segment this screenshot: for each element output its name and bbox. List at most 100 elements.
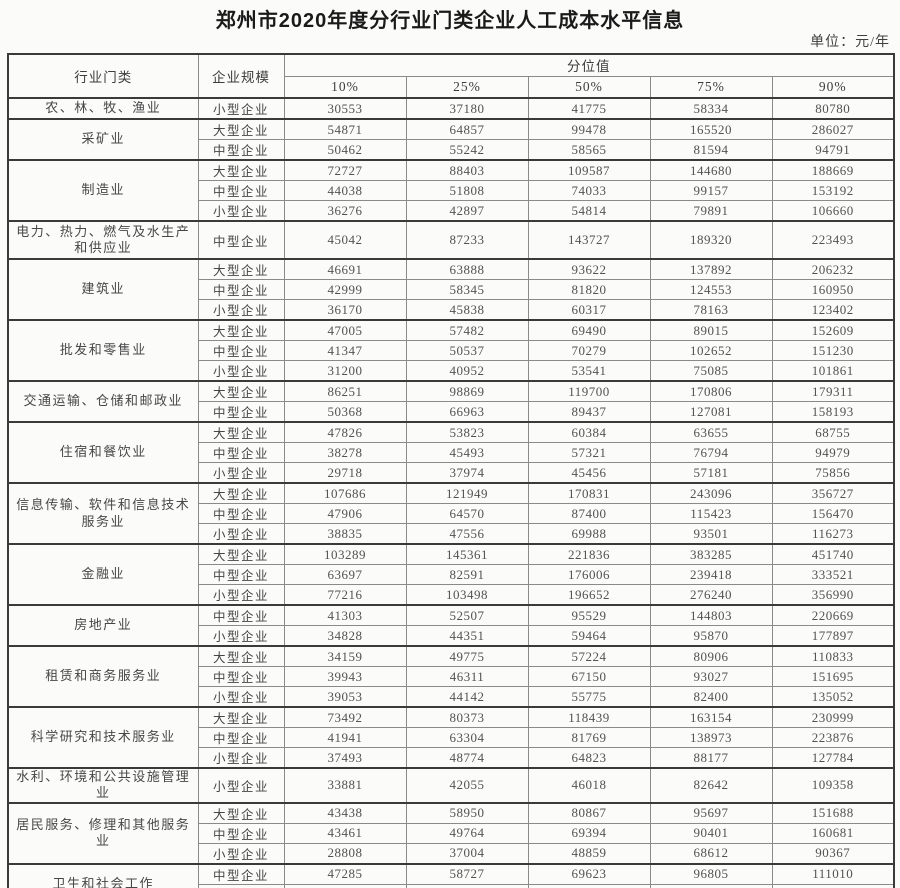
scale-cell: 大型企业 xyxy=(197,482,285,504)
value-cell: 67150 xyxy=(527,666,651,687)
table-row: 房地产业 中型企业 41303 52507 95529 144803 220669 xyxy=(7,604,895,647)
value-cell: 170806 xyxy=(649,380,773,402)
value-cell: 137892 xyxy=(649,258,773,280)
table-row: 制造业 大型企业 72727 88403 109587 144680 188669 xyxy=(7,159,895,222)
value-cell: 160681 xyxy=(771,822,895,844)
industry-cell: 住宿和餐饮业 xyxy=(7,421,199,484)
table-row: 中型企业 39943 46311 67150 93027 151695 xyxy=(8,666,895,687)
table-row: 中型企业 41941 63304 81769 138973 223876 xyxy=(8,727,895,748)
value-cell: 60384 xyxy=(527,421,651,443)
value-cell: 46311 xyxy=(405,666,529,687)
scale-cell: 中型企业 xyxy=(197,862,285,885)
industry-cell: 农、林、牧、渔业 xyxy=(7,97,199,120)
unit-label: 单位：元/年 xyxy=(810,35,890,50)
value-cell: 99157 xyxy=(649,180,773,201)
scale-cell: 大型企业 xyxy=(197,706,285,728)
value-cell: 37974 xyxy=(405,462,529,484)
scale-cell: 大型企业 xyxy=(197,801,285,824)
table-row: 小型企业 29718 37974 45456 57181 75856 xyxy=(8,462,895,484)
value-cell: 89437 xyxy=(527,401,651,423)
value-cell: 63304 xyxy=(405,727,529,748)
value-cell: 58334 xyxy=(649,97,773,120)
value-cell: 50368 xyxy=(283,401,407,423)
value-cell: 102652 xyxy=(649,340,773,361)
value-cell: 145361 xyxy=(405,543,529,565)
value-cell: 179311 xyxy=(771,380,895,402)
value-cell: 47285 xyxy=(283,862,407,885)
value-cell: 63888 xyxy=(405,258,529,280)
value-cell: 42055 xyxy=(405,767,529,803)
value-cell: 31200 xyxy=(283,360,407,382)
value-cell: 60317 xyxy=(527,299,651,321)
value-cell: 49775 xyxy=(405,645,529,667)
value-cell: 74033 xyxy=(527,180,651,201)
scale-cell: 小型企业 xyxy=(197,747,285,769)
value-cell: 239418 xyxy=(649,564,773,585)
value-cell: 144803 xyxy=(649,604,773,626)
table-row: 中型企业 50368 66963 89437 127081 158193 xyxy=(8,401,895,423)
value-cell: 82642 xyxy=(649,767,773,803)
table-row: 中型企业 44038 51808 74033 99157 153192 xyxy=(8,180,895,201)
industry-cell: 房地产业 xyxy=(7,604,199,647)
value-cell: 55242 xyxy=(405,139,529,161)
value-cell: 189320 xyxy=(649,220,773,260)
value-cell: 45838 xyxy=(405,299,529,321)
value-cell: 93027 xyxy=(649,666,773,687)
value-cell: 103289 xyxy=(283,543,407,565)
value-cell: 54814 xyxy=(527,200,651,222)
scale-cell: 中型企业 xyxy=(197,401,285,423)
value-cell: 58345 xyxy=(405,279,529,300)
table-header: 行业门类 企业规模 分位值 10% 25% 50% 75% 90% xyxy=(7,53,895,99)
scale-cell: 大型企业 xyxy=(197,380,285,402)
table-row: 租赁和商务服务业 大型企业 34159 49775 57224 80906 110833 xyxy=(7,645,895,708)
value-cell: 243096 xyxy=(649,482,773,504)
industry-cell: 卫生和社会工作 xyxy=(7,862,199,888)
industry-cell: 交通运输、仓储和邮政业 xyxy=(7,380,199,423)
value-cell: 118439 xyxy=(527,706,651,728)
table-row: 农、林、牧、渔业 小型企业 30553 37180 41775 58334 80780 xyxy=(7,97,895,120)
value-cell: 79891 xyxy=(649,200,773,222)
value-cell: 82591 xyxy=(405,564,529,585)
scale-cell: 大型企业 xyxy=(197,159,285,181)
table-row: 信息传输、软件和信息技术服务业 大型企业 107686 121949 170831 243… xyxy=(7,482,895,545)
value-cell: 58950 xyxy=(405,801,529,824)
table-row: 金融业 大型企业 103289 145361 221836 383285 451740 xyxy=(7,543,895,606)
value-cell: 38835 xyxy=(283,523,407,545)
scale-cell: 大型企业 xyxy=(197,543,285,565)
value-cell: 95529 xyxy=(527,604,651,626)
table-row: 电力、热力、燃气及水生产和供应业 中型企业 45042 87233 143727 1893… xyxy=(7,220,895,260)
value-cell: 107659 xyxy=(771,883,895,888)
industry-cell: 金融业 xyxy=(7,543,199,606)
scale-cell: 中型企业 xyxy=(197,139,285,161)
value-cell: 59464 xyxy=(527,625,651,647)
value-cell: 37180 xyxy=(405,97,529,120)
value-cell: 52507 xyxy=(405,604,529,626)
scale-cell: 小型企业 xyxy=(197,883,285,888)
industry-cell: 批发和零售业 xyxy=(7,319,199,382)
value-cell: 36276 xyxy=(283,200,407,222)
value-cell: 121949 xyxy=(405,482,529,504)
value-cell: 48774 xyxy=(405,747,529,769)
value-cell: 73492 xyxy=(283,706,407,728)
table-row: 小型企业34738460836052681124107659 xyxy=(8,883,895,888)
value-cell: 143727 xyxy=(527,220,651,260)
value-cell: 107686 xyxy=(283,482,407,504)
value-cell: 151695 xyxy=(771,666,895,687)
value-cell: 138973 xyxy=(649,727,773,748)
value-cell: 95697 xyxy=(649,801,773,824)
value-cell: 36170 xyxy=(283,299,407,321)
table-row: 水利、环境和公共设施管理业 小型企业 33881 42055 46018 82642 109… xyxy=(7,767,895,803)
value-cell: 46691 xyxy=(283,258,407,280)
page-title: 郑州市2020年度分行业门类企业人工成本水平信息 xyxy=(215,10,685,32)
table-body: 农、林、牧、渔业 小型企业 30553 37180 41775 58334 80780 采矿业… xyxy=(7,97,895,888)
value-cell: 86251 xyxy=(283,380,407,402)
value-cell: 58565 xyxy=(527,139,651,161)
scale-cell: 大型企业 xyxy=(197,645,285,667)
value-cell: 63655 xyxy=(649,421,773,443)
scale-cell: 小型企业 xyxy=(197,462,285,484)
value-cell: 70279 xyxy=(527,340,651,361)
value-cell: 127081 xyxy=(649,401,773,423)
value-cell: 93501 xyxy=(649,523,773,545)
value-cell: 68612 xyxy=(649,842,773,864)
